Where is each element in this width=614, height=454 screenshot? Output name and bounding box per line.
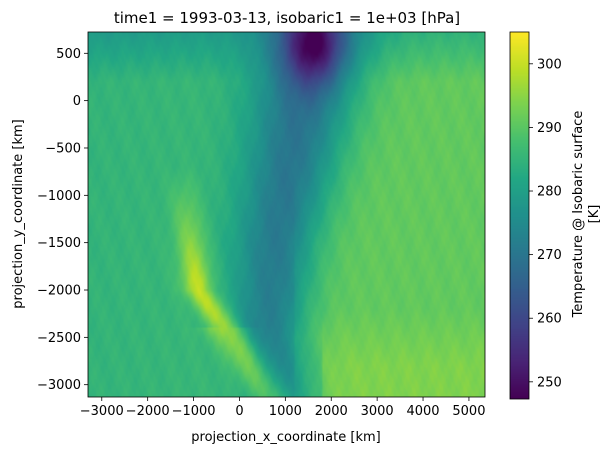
y-tick-label: −500	[45, 141, 81, 156]
y-axis: 500 0 −500 −1000 −1500 −2000 −2500 −3000	[37, 47, 88, 393]
colorbar-label: Temperature @ Isobaric surface	[571, 111, 586, 319]
plot-area	[87, 31, 486, 398]
colorbar: 250 260 270 280 290 300 Temperature @ Isobari…	[509, 31, 602, 400]
y-tick-label: −2000	[37, 284, 81, 299]
y-tick-label: −1500	[37, 236, 81, 251]
colorbar-tick-label: 270	[537, 248, 562, 263]
x-axis-label: projection_x_coordinate [km]	[191, 430, 380, 445]
y-tick-label: 0	[73, 94, 81, 109]
colorbar-tick-label: 250	[537, 375, 562, 390]
y-tick-label: 500	[56, 47, 81, 62]
y-tick-label: −1000	[37, 189, 81, 204]
x-tick-label: −2000	[126, 404, 170, 419]
y-tick-label: −2500	[37, 331, 81, 346]
colorbar-gradient	[510, 32, 529, 399]
x-tick-label: −3000	[80, 404, 124, 419]
x-axis: −3000 −2000 −1000 0 1000 2000 3000 4000 5000	[80, 397, 485, 419]
colorbar-tick-label: 300	[537, 57, 562, 72]
x-tick-label: −1000	[172, 404, 216, 419]
colorbar-frame	[509, 31, 530, 400]
colorbar-tick-label: 290	[537, 121, 562, 136]
y-tick-label: −3000	[37, 378, 81, 393]
colorbar-tick-label: 260	[537, 312, 562, 327]
colorbar-ticks: 250 260 270 280 290 300	[529, 57, 562, 390]
temperature-heatmap	[88, 32, 485, 397]
x-tick-label: 3000	[361, 404, 394, 419]
y-axis-label: projection_y_coordinate [km]	[11, 119, 26, 308]
x-tick-label: 1000	[269, 404, 302, 419]
x-tick-label: 0	[235, 404, 243, 419]
colorbar-units: [K]	[587, 205, 602, 224]
x-tick-label: 2000	[315, 404, 348, 419]
x-tick-label: 5000	[452, 404, 485, 419]
x-tick-label: 4000	[406, 404, 439, 419]
plot-frame	[87, 31, 486, 398]
colorbar-tick-label: 280	[537, 185, 562, 200]
chart-title: time1 = 1993-03-13, isobaric1 = 1e+03 [h…	[114, 9, 460, 27]
